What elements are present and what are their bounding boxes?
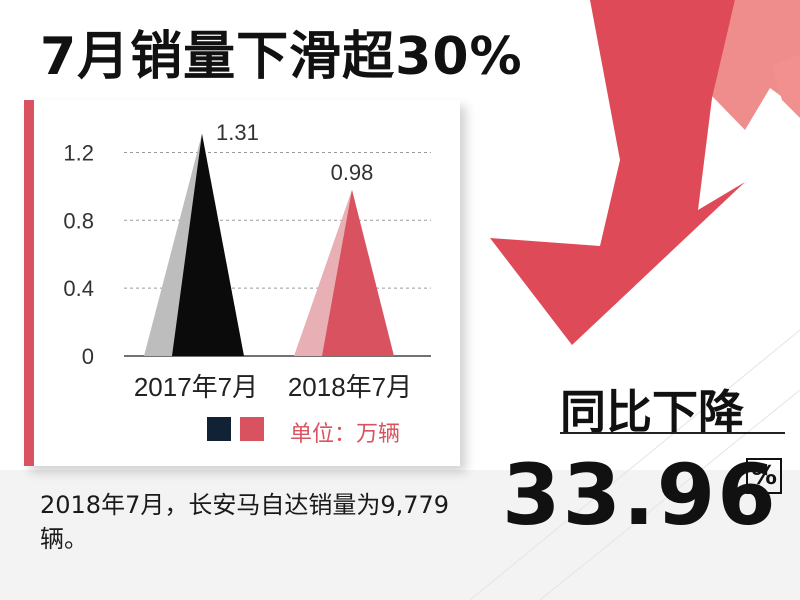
x-tick-label: 2017年7月 [134, 372, 258, 400]
chart-accent-bar [24, 100, 34, 466]
chart-card [24, 100, 460, 466]
caption-background [0, 470, 800, 600]
x-tick-label: 2018年7月 [288, 372, 412, 400]
caption-text: 2018年7月，长安马自达销量为9,779辆。 [40, 491, 450, 553]
y-tick-label: 0.4 [63, 276, 94, 301]
arrow-tail-light-right [772, 54, 800, 118]
down-arrow-icon [490, 0, 745, 345]
data-label: 1.31 [216, 120, 259, 145]
y-tick-label: 0 [82, 344, 94, 369]
legend-swatch-2018 [240, 417, 264, 441]
percent-sign-box: % [746, 458, 782, 494]
unit-label: 单位：万辆 [290, 422, 401, 447]
y-tick-label: 0.8 [63, 208, 94, 233]
arrow-tail-light [712, 0, 800, 130]
decline-percent-value: 33.96 [502, 446, 778, 544]
bar-mark [322, 189, 394, 356]
title-underline [560, 432, 785, 434]
bar-chart: 0 0.4 0.8 1.2 1.31 2017年7月 0.98 2018年7月 [63, 120, 431, 400]
yoy-decline-label: 同比下降 [560, 385, 744, 439]
data-label: 0.98 [331, 160, 374, 185]
bar-mark [172, 133, 244, 356]
page-title: 7月销量下滑超30% [40, 27, 523, 87]
y-tick-label: 1.2 [63, 140, 94, 165]
legend-swatch-2017 [207, 417, 231, 441]
